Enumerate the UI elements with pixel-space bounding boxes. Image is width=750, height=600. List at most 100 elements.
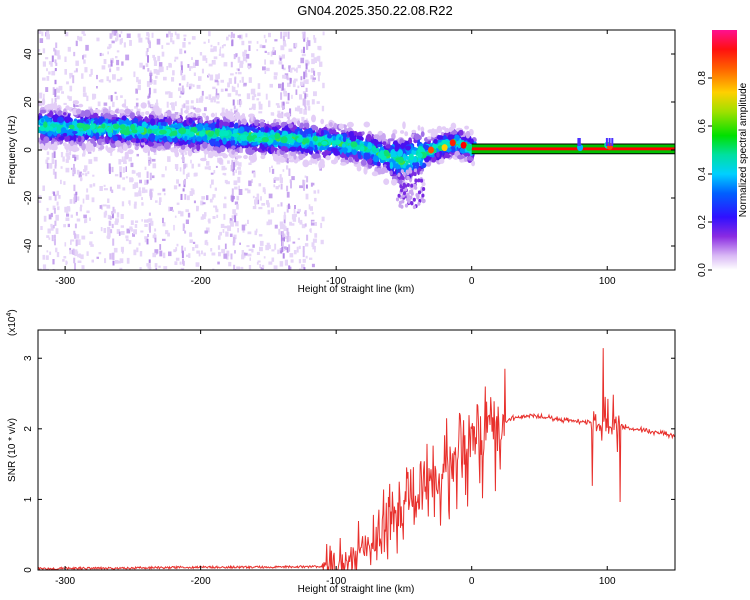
spectrogram-cell [164,112,168,117]
snr-y-tick-label: 0 [23,567,34,573]
spectrogram-core-cell [408,153,414,161]
spectrogram-cell [118,109,125,114]
spectrogram-cell [141,141,145,146]
spectrogram-noise-cell [152,252,156,258]
spectrogram-streak-cell [286,227,289,235]
spectrogram-streak-cell [306,234,309,241]
spectrogram-noise-cell [132,142,136,146]
spectrogram-noise-cell [275,177,280,181]
spectrogram-cell [283,153,288,159]
spectrogram-noise-cell [183,34,187,37]
spectrogram-cell [219,145,226,153]
spectrogram-cell [251,149,256,153]
spectrogram-noise-cell [189,239,193,243]
spectrogram-noise-cell [301,31,305,34]
snr-x-tick-label: 100 [599,576,616,587]
spectrogram-noise-cell [234,186,238,190]
spectrogram-core-cell [119,124,126,130]
spectrogram-noise-cell [235,169,237,174]
spectrogram-cell [148,114,155,120]
spectrogram-noise-cell [269,83,273,88]
spectrogram-noise-cell [223,62,228,67]
spectrogram-noise-cell [268,101,271,108]
spectrogram-noise-cell [233,180,238,186]
spectrogram-noise-cell [282,40,286,46]
spectrogram-noise-cell [317,75,320,82]
spectrogram-noise-cell [280,45,285,51]
spectrogram-streak-cell [148,102,151,108]
spectrogram-cell [420,131,425,138]
spectrogram-cell [69,140,74,147]
spectrogram-cell [202,141,208,149]
spectrogram-noise-cell [143,189,148,193]
spectrogram-noise-cell [194,244,199,249]
spectrogram-noise-cell [155,75,158,79]
spectrogram-core-cell [360,146,365,152]
spectrogram-noise-cell [188,86,191,90]
ridge-band-spike [605,138,608,146]
spectrogram-cell [230,153,236,159]
spectrogram-noise-cell [70,239,75,242]
spectrogram-cell [39,143,45,150]
spectrogram-streak-cell [54,165,57,169]
spectrogram-streak-cell [110,95,113,102]
spectrogram-streak-cell [303,99,306,107]
spectrogram-core-cell [82,125,87,132]
spectrogram-noise-cell [189,83,193,86]
spectrogram-noise-cell [85,44,89,51]
spectrogram-cell [81,142,85,150]
spectrogram-noise-cell [256,49,259,52]
spectrogram-noise-cell [263,34,266,39]
spectrogram-noise-cell [82,55,84,60]
spectrogram-noise-cell [137,33,141,38]
spectrogram-noise-cell [301,224,306,229]
spectrogram-noise-cell [128,240,132,245]
spectrogram-noise-cell [45,255,49,260]
spectrogram-noise-cell [312,245,316,250]
spectrogram-core-cell [383,149,390,157]
spectrogram-streak-cell [180,193,183,200]
spectrogram-streak-cell [111,213,114,219]
spectrogram-streak-cell [148,259,151,263]
spectrogram-cell [47,130,53,137]
spectrogram-noise-cell [226,36,229,41]
spectrogram-core-cell [296,137,303,143]
spectrogram-cell [450,122,457,130]
spectrogram-streak-cell [232,162,235,171]
spectrogram-cell [271,153,278,157]
spectrogram-noise-cell [191,163,194,169]
spectrogram-noise-cell [111,57,114,63]
spectrogram-noise-cell [300,57,305,64]
spectrogram-noise-cell [96,86,98,89]
spectrogram-noise-cell [46,151,50,155]
spectrogram-noise-cell [49,251,52,255]
spectrogram-noise-cell [233,161,237,167]
spectrogram-cell [421,193,425,198]
spectrogram-noise-cell [212,216,216,219]
spectrogram-cell [331,159,335,164]
spectrogram-noise-cell [122,187,126,191]
spectrogram-noise-cell [205,239,208,244]
spectrogram-cell [83,109,91,118]
spectrogram-noise-cell [246,53,250,59]
spectrogram-noise-cell [67,46,71,52]
spectrogram-core-cell [112,123,120,130]
spectrogram-noise-cell [235,158,238,162]
spectrogram-cell [127,149,134,155]
spectrogram-noise-cell [142,65,145,70]
spectrogram-noise-cell [237,99,239,105]
spectrogram-noise-cell [305,79,309,84]
spectrogram-noise-cell [52,168,55,175]
spectrogram-noise-cell [201,68,204,74]
spectrogram-streak-cell [74,233,77,239]
spectrogram-noise-cell [237,93,241,97]
spectrogram-cell [413,147,418,151]
spectrogram-noise-cell [272,47,275,52]
spectrogram-noise-cell [322,31,325,36]
spectrogram-noise-cell [166,33,169,38]
spectrogram-cell [71,144,79,153]
spectrogram-cell [400,204,404,209]
spectrogram-noise-cell [311,99,315,105]
spectrogram-streak-cell [233,105,236,110]
spectrogram-cell [413,168,417,173]
